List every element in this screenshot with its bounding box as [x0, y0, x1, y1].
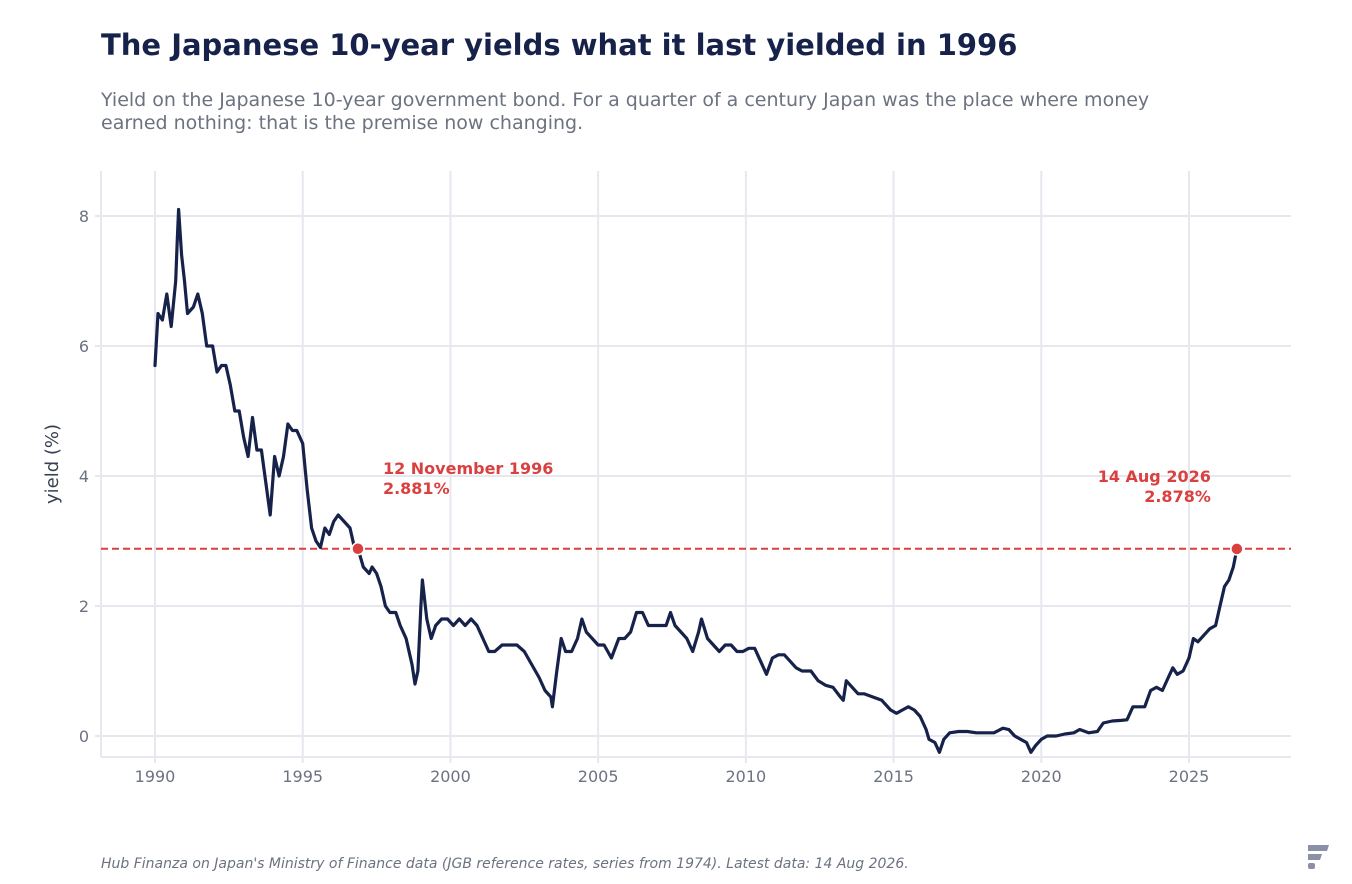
logo-bar-middle [1308, 854, 1322, 860]
x-tick-label: 2000 [430, 767, 471, 786]
y-tick-label: 4 [79, 467, 89, 486]
x-tick-label: 2010 [725, 767, 766, 786]
logo-bar-top [1308, 845, 1329, 851]
x-tick-label: 1990 [135, 767, 176, 786]
annotation-marker [351, 541, 365, 556]
chart-title: The Japanese 10-year yields what it last… [101, 28, 1018, 62]
source-note: Hub Finanza on Japan's Ministry of Finan… [101, 856, 909, 872]
y-tick-label: 8 [79, 207, 89, 226]
x-tick-label: 2020 [1021, 767, 1062, 786]
annotation-marker [1230, 542, 1244, 556]
y-tick-label: 6 [79, 337, 89, 356]
annotation-label-value: 2.878% [1144, 487, 1211, 506]
y-tick-label: 2 [79, 597, 89, 616]
x-tick-label: 2025 [1169, 767, 1210, 786]
grid-lines [101, 171, 1291, 757]
hub-finanza-logo-icon [1306, 845, 1332, 875]
annotation-label-date: 12 November 1996 [383, 459, 553, 478]
y-tick-label: 0 [79, 727, 89, 746]
chart-subtitle: Yield on the Japanese 10-year government… [101, 89, 1150, 134]
logo-bar-bottom [1308, 863, 1315, 869]
x-tick-label: 1995 [282, 767, 323, 786]
annotation-label-value: 2.881% [383, 479, 450, 498]
x-tick-label: 2005 [578, 767, 619, 786]
axes: 1990 1995 2000 2005 2010 2015 2020 2025 0 2 4 6 8 yie… [42, 171, 1291, 786]
annotation-label-date: 14 Aug 2026 [1098, 467, 1211, 486]
y-axis-title: yield (%) [42, 424, 63, 504]
series-layer [153, 207, 1239, 754]
x-tick-label: 2015 [873, 767, 914, 786]
series-line [153, 207, 1239, 754]
